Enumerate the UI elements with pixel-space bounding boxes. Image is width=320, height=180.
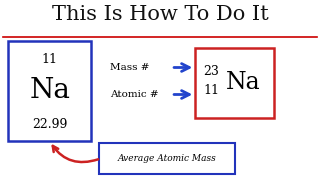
Text: Mass #: Mass # [110, 63, 150, 72]
Text: Atomic #: Atomic # [110, 90, 159, 99]
Text: 11: 11 [203, 84, 219, 96]
FancyBboxPatch shape [195, 48, 274, 118]
Text: Na: Na [226, 71, 261, 94]
Text: 23: 23 [203, 66, 219, 78]
Text: 11: 11 [42, 53, 58, 66]
Text: 22.99: 22.99 [32, 118, 67, 131]
Text: Average Atomic Mass: Average Atomic Mass [118, 154, 217, 163]
FancyBboxPatch shape [99, 143, 235, 174]
Text: Na: Na [29, 77, 70, 104]
Text: This Is How To Do It: This Is How To Do It [52, 5, 268, 24]
FancyBboxPatch shape [8, 40, 91, 141]
